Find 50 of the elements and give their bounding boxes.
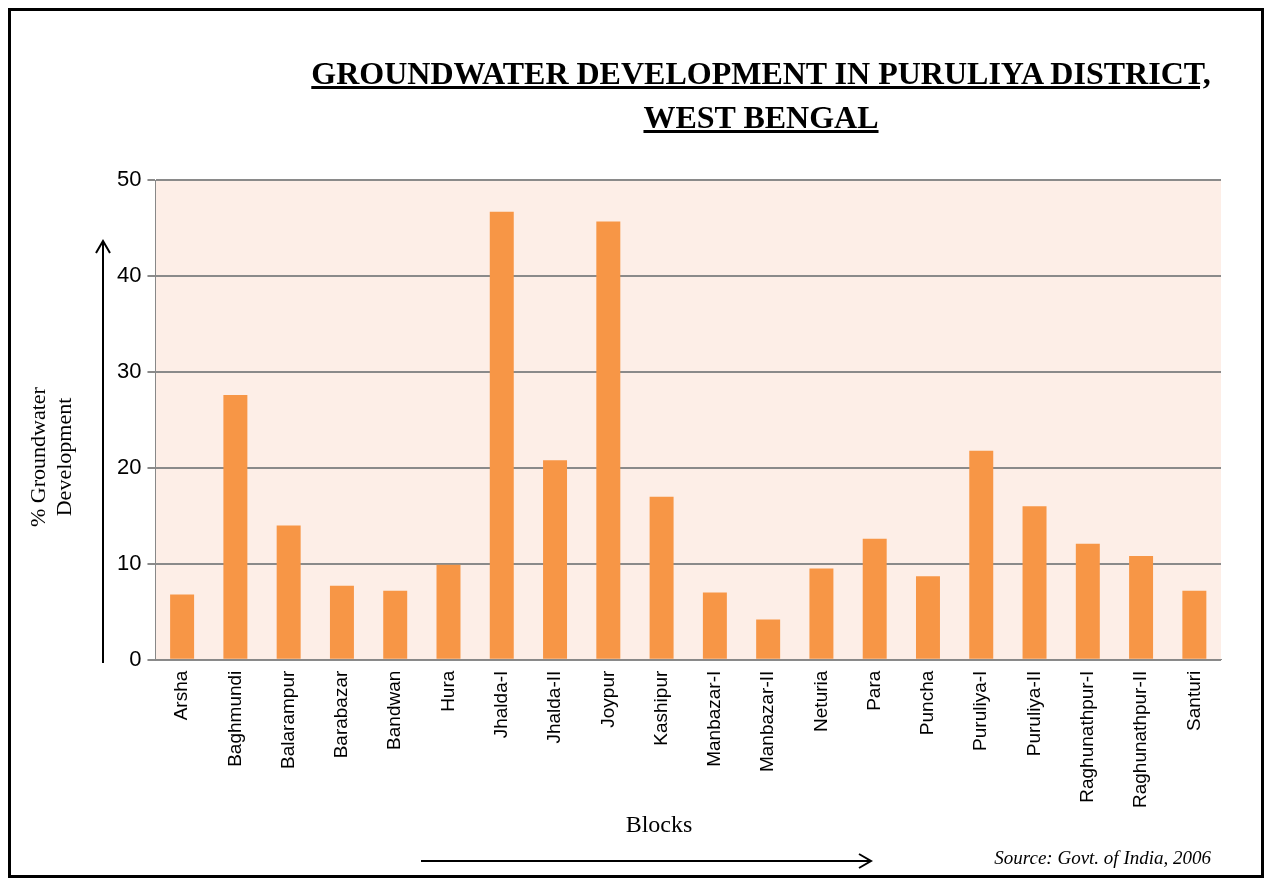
x-tick-label: Manbazar-II [756, 670, 778, 773]
bar [596, 221, 621, 659]
bar [1022, 506, 1047, 659]
bar [489, 211, 514, 659]
bar [915, 576, 940, 659]
x-tick-label: Neturia [809, 670, 831, 732]
bar [756, 619, 781, 659]
y-tick-label: 50 [116, 166, 142, 192]
bar [1182, 590, 1207, 659]
x-tick-label: Manbazar-I [703, 670, 725, 767]
bar [1129, 556, 1154, 659]
x-tick-label: Balarampur [276, 670, 298, 769]
x-tick-label: Baghmundi [223, 670, 245, 767]
bar [383, 590, 408, 659]
x-axis-title: Blocks [624, 811, 694, 838]
bar [436, 564, 461, 659]
x-tick-label: Puruliya-I [969, 670, 991, 751]
bar [1075, 543, 1100, 659]
bar [170, 594, 195, 659]
bar [969, 450, 994, 659]
y-axis-title: % Groundwater Development [25, 386, 77, 529]
source-note: Source: Govt. of India, 2006 [994, 847, 1211, 869]
x-tick-label: Jhalda-I [490, 670, 511, 739]
y-tick-label: 0 [129, 645, 142, 671]
x-tick-label: Jhalda-II [543, 670, 565, 744]
y-tick-label: 20 [116, 453, 142, 479]
y-tick-label: 30 [116, 358, 142, 384]
x-tick-label: Joypur [596, 670, 618, 728]
chart-title: GROUNDWATER DEVELOPMENT IN PURULIYA DISTRICT, WEST BENGAL [310, 54, 1212, 137]
x-tick-label: Barabazar [330, 670, 352, 759]
bar [223, 395, 248, 659]
x-tick-label: Kashipur [649, 670, 671, 746]
x-tick-label: Bandwan [383, 670, 405, 750]
x-tick-label: Para [862, 670, 884, 711]
x-tick-label: Hura [436, 670, 458, 712]
x-tick-label: Raghunathpur-II [1129, 670, 1151, 809]
bar [862, 538, 887, 659]
bar [809, 568, 834, 659]
bar [276, 525, 301, 659]
x-tick-label: Raghunathpur-I [1076, 670, 1098, 803]
bar [543, 460, 568, 659]
bar [702, 592, 727, 659]
y-tick-label: 10 [116, 549, 142, 575]
x-tick-label: Puruliya-II [1022, 670, 1044, 757]
y-tick-label: 40 [116, 262, 142, 288]
x-tick-label: Santuri [1182, 670, 1204, 731]
bar [329, 585, 354, 659]
x-tick-label: Arsha [170, 670, 192, 721]
bar [649, 496, 674, 659]
x-tick-label: Puncha [916, 670, 938, 736]
